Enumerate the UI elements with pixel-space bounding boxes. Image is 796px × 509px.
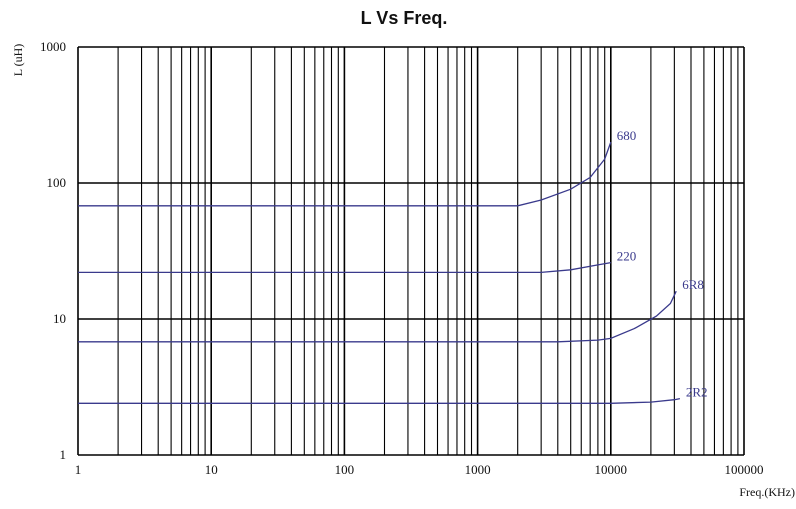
x-tick-label: 10000 — [595, 462, 628, 477]
x-axis-label: Freq.(KHz) — [739, 485, 795, 499]
series-line-680 — [78, 141, 612, 207]
x-tick-label: 10 — [205, 462, 218, 477]
y-tick-label: 1 — [60, 447, 67, 462]
series-line-2r2 — [78, 397, 681, 404]
x-tick-label: 100 — [335, 462, 355, 477]
y-axis-label: L (uH) — [11, 44, 25, 77]
x-tick-label: 1 — [75, 462, 82, 477]
series-label-6r8: 6R8 — [682, 277, 704, 292]
series-label-220: 220 — [617, 249, 637, 264]
series-labels: 680 220 6R8 2R2 — [617, 128, 708, 400]
x-tick-label: 100000 — [725, 462, 764, 477]
series-lines — [78, 141, 681, 404]
y-tick-label: 100 — [47, 175, 67, 190]
series-label-2r2: 2R2 — [686, 385, 708, 400]
series-line-220 — [78, 261, 611, 274]
chart-title: L Vs Freq. — [361, 8, 448, 28]
y-tick-label: 1000 — [40, 39, 66, 54]
grid — [77, 46, 745, 456]
tick-labels: 1 10 100 1000 10000 100000 1 10 100 1000 — [40, 39, 764, 477]
y-tick-label: 10 — [53, 311, 66, 326]
x-tick-label: 1000 — [465, 462, 491, 477]
series-line-6r8 — [78, 290, 677, 343]
series-label-680: 680 — [617, 128, 637, 143]
